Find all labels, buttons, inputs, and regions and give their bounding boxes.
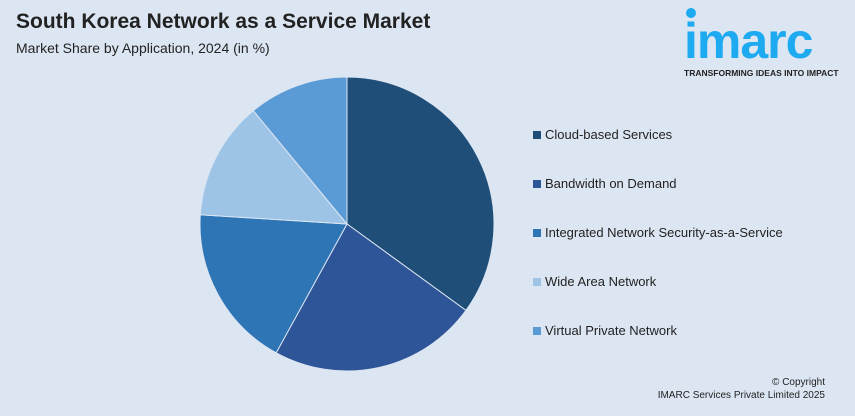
legend-item: Virtual Private Network [533,323,677,338]
pie-slice-bandwidth-on-demand [275,223,467,372]
legend-swatch [533,130,541,139]
chart-title: South Korea Network as a Service Market [16,10,431,33]
legend-label: Virtual Private Network [545,323,677,338]
legend-swatch [533,277,541,286]
legend-item: Cloud-based Services [533,127,672,142]
legend-swatch [533,179,541,188]
logo-tagline: TRANSFORMING IDEAS INTO IMPACT [684,68,839,78]
pie-slice-cloud-based-services [346,76,495,312]
logo-word: imarc [684,13,813,69]
legend-label: Wide Area Network [545,274,657,289]
legend-swatch [533,326,541,335]
legend-item: Wide Area Network [533,274,656,289]
copyright-company: IMARC Services Private Limited 2025 [657,390,825,401]
copyright: © Copyright IMARC Services Private Limit… [658,376,825,402]
legend-label: Integrated Network Security-as-a-Service [545,225,783,240]
pie-slice-integrated-network-security-as-a-service [199,214,348,354]
legend-label: Bandwidth on Demand [545,176,677,191]
legend-swatch [533,228,541,237]
logo-dot [686,8,696,18]
legend-label: Cloud-based Services [545,127,673,142]
chart-subtitle: Market Share by Application, 2024 (in %) [16,40,270,56]
pie-slice-wide-area-network [199,110,349,225]
legend-item: Bandwidth on Demand [533,176,677,191]
pie-slice-virtual-private-network [252,76,348,226]
legend-item: Integrated Network Security-as-a-Service [533,225,783,240]
copyright-label: © Copyright [772,377,825,388]
imarc-logo: imarc TRANSFORMING IDEAS INTO IMPACT [684,6,854,78]
